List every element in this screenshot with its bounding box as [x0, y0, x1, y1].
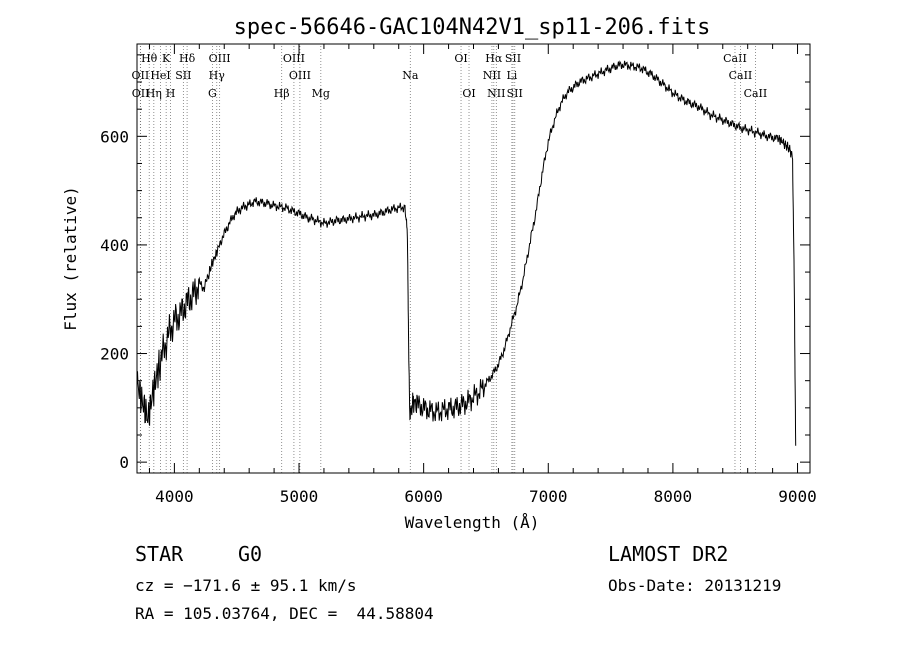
- chart-title: spec-56646-GAC104N42V1_sp11-206.fits: [234, 15, 711, 40]
- line-label-hβ: Hβ: [274, 87, 290, 100]
- line-label-hα: Hα: [485, 52, 503, 65]
- line-label-k: K: [162, 52, 171, 65]
- y-tick-label: 0: [119, 453, 129, 472]
- y-axis-label: Flux (relative): [61, 186, 80, 331]
- line-label-oiii: OIII: [289, 69, 311, 82]
- line-label-hγ: Hγ: [209, 69, 226, 82]
- line-label-mg: Mg: [312, 87, 330, 100]
- y-tick-label: 400: [100, 236, 129, 255]
- redshift-label: cz = −171.6 ± 95.1 km/s: [135, 576, 357, 595]
- line-label-nii: NII: [483, 69, 501, 82]
- object-class: STAR: [135, 542, 184, 566]
- obs-date-label: Obs-Date: 20131219: [608, 576, 782, 595]
- line-label-na: Na: [402, 69, 419, 82]
- line-label-g: G: [208, 87, 217, 100]
- x-tick-label: 7000: [529, 487, 568, 506]
- x-tick-label: 6000: [404, 487, 443, 506]
- y-tick-label: 600: [100, 127, 129, 146]
- y-tick-label: 200: [100, 345, 129, 364]
- line-label-hη: Hη: [146, 87, 162, 100]
- line-label-h: H: [166, 87, 176, 100]
- x-tick-label: 4000: [155, 487, 194, 506]
- line-label-oii: OII: [132, 87, 150, 100]
- line-label-hθ: Hθ: [141, 52, 158, 65]
- line-label-sii: SII: [507, 87, 523, 100]
- spectrum-line: [136, 60, 797, 446]
- line-label-caii: CaII: [729, 69, 753, 82]
- line-label-caii: CaII: [723, 52, 747, 65]
- line-label-sii: SII: [505, 52, 521, 65]
- x-tick-label: 5000: [280, 487, 319, 506]
- line-label-li: Li: [506, 69, 517, 82]
- survey-label: LAMOST DR2: [608, 542, 729, 566]
- line-label-hδ: Hδ: [179, 52, 196, 65]
- line-label-nii: NII: [487, 87, 505, 100]
- line-label-oi: OI: [454, 52, 467, 65]
- coordinates-label: RA = 105.03764, DEC = 44.58804: [135, 604, 434, 623]
- plot-frame: [136, 43, 811, 474]
- line-label-oi: OI: [462, 87, 475, 100]
- line-label-sii: SII: [175, 69, 191, 82]
- line-label-oii: OII: [132, 69, 150, 82]
- x-axis-label: Wavelength (Å): [405, 513, 540, 532]
- line-label-oiii: OIII: [283, 52, 305, 65]
- x-tick-label: 9000: [778, 487, 817, 506]
- x-tick-label: 8000: [654, 487, 693, 506]
- object-subclass: G0: [238, 542, 263, 566]
- line-label-oiii: OIII: [209, 52, 231, 65]
- line-label-hei: HeI: [150, 69, 170, 82]
- line-label-caii: CaII: [744, 87, 768, 100]
